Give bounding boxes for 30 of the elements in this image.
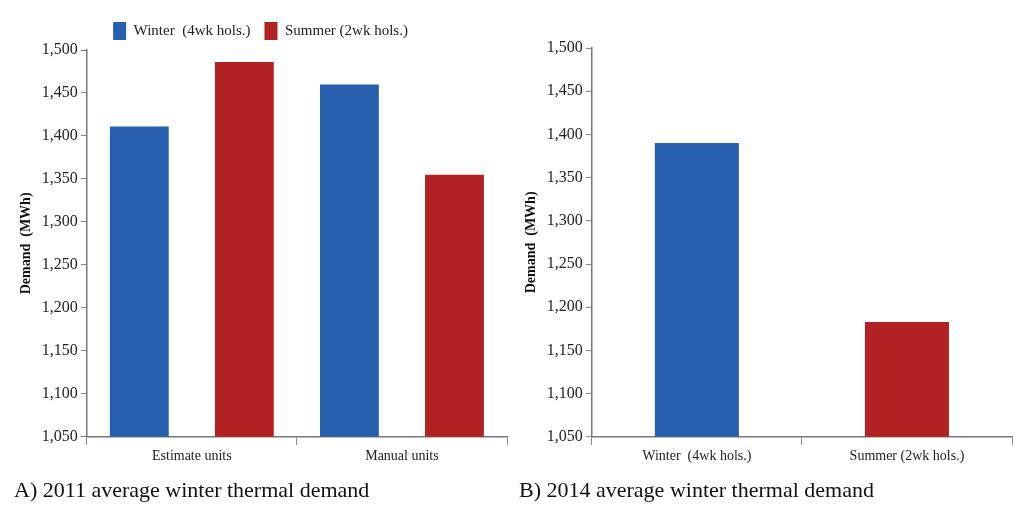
y-tick-label: 1,100 xyxy=(546,383,583,401)
y-axis-title: Demand (MWh) xyxy=(523,191,540,294)
y-tick-label: 1,300 xyxy=(41,212,78,230)
y-tick-label: 1,150 xyxy=(546,340,583,358)
x-tick-label: Manual units xyxy=(365,447,439,463)
legend-label: Winter (4wk hols.) xyxy=(133,21,251,39)
y-tick-label: 1,250 xyxy=(41,255,78,273)
y-tick-label: 1,050 xyxy=(546,427,583,444)
y-tick-label: 1,400 xyxy=(546,124,583,142)
legend-label: Summer (2wk hols.) xyxy=(284,21,408,39)
y-tick-label: 1,350 xyxy=(546,167,583,185)
y-tick-label: 1,050 xyxy=(41,427,78,444)
y-axis-title: Demand (MWh) xyxy=(18,192,35,295)
x-tick-label: Winter (4wk hols.) xyxy=(642,447,752,464)
y-tick-label: 1,200 xyxy=(41,298,78,316)
y-tick-label: 1,200 xyxy=(546,297,583,315)
y-tick-label: 1,500 xyxy=(546,38,583,56)
y-tick-label: 1,450 xyxy=(41,83,78,101)
x-tick-label: Estimate units xyxy=(151,447,232,463)
y-tick-label: 1,350 xyxy=(41,169,78,187)
y-tick-label: 1,150 xyxy=(41,341,78,359)
y-tick-label: 1,400 xyxy=(41,126,78,144)
text: A) 2011 average winter thermal demand xyxy=(14,476,370,502)
y-tick-label: 1,100 xyxy=(41,384,78,402)
y-tick-label: 1,250 xyxy=(546,254,583,272)
x-tick-label: Summer (2wk hols.) xyxy=(849,447,965,464)
y-tick-label: 1,450 xyxy=(546,81,583,99)
y-tick-label: 1,500 xyxy=(41,40,78,58)
text: B) 2014 average winter thermal demand xyxy=(519,476,874,502)
y-tick-label: 1,300 xyxy=(546,211,583,228)
